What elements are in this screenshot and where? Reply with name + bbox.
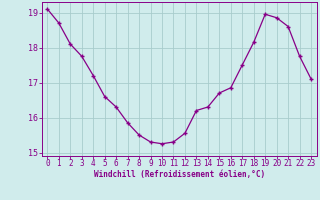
- X-axis label: Windchill (Refroidissement éolien,°C): Windchill (Refroidissement éolien,°C): [94, 170, 265, 179]
